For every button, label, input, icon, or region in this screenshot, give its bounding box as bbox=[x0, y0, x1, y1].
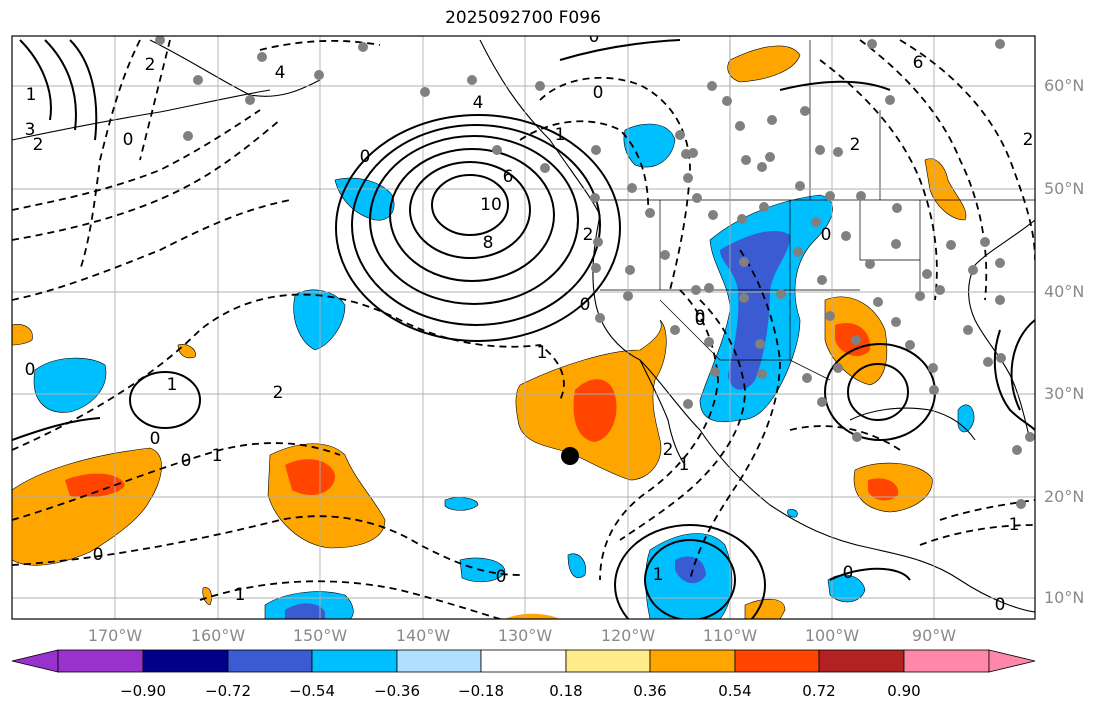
contour-label: 0 bbox=[360, 147, 371, 167]
contour-label: 0 bbox=[123, 130, 134, 150]
contour-label: 8 bbox=[483, 233, 494, 253]
negative-contours bbox=[12, 39, 1035, 619]
contour-label: 2 bbox=[850, 135, 861, 155]
figure-title: 2025092700 F096 bbox=[445, 8, 601, 28]
longitude-label: 110°W bbox=[702, 626, 758, 645]
longitude-label: 90°W bbox=[911, 626, 957, 645]
latitude-label: 40°N bbox=[1044, 282, 1085, 301]
contour-label: 0 bbox=[580, 295, 591, 315]
contour-label: 2 bbox=[583, 225, 594, 245]
colorbar-segment bbox=[142, 649, 229, 673]
colorbar-segment bbox=[565, 649, 651, 673]
longitude-label: 150°W bbox=[292, 626, 348, 645]
colorbar-tick-label: 0.18 bbox=[549, 682, 583, 700]
contour-label: 0 bbox=[821, 225, 832, 245]
contour-label: 2 bbox=[273, 383, 284, 403]
contour-label: 0 bbox=[181, 451, 192, 471]
contour-label: 0 bbox=[93, 545, 104, 565]
colorbar-tick-label: −0.72 bbox=[205, 682, 251, 700]
graticule bbox=[12, 36, 1035, 619]
colorbar-segment bbox=[649, 649, 736, 673]
contour-label: 3 bbox=[25, 120, 36, 140]
contour-label: 1 bbox=[537, 343, 548, 363]
contour-label: 1 bbox=[26, 85, 37, 105]
contour-label: 2 bbox=[145, 55, 156, 75]
contour-label: 0 bbox=[589, 27, 600, 47]
colorbar-segment bbox=[734, 649, 820, 673]
contour-label: 6 bbox=[503, 167, 514, 187]
contour-label: 2 bbox=[663, 440, 674, 460]
contour-label: 0 bbox=[995, 595, 1006, 615]
colorbar-tick-label: −0.36 bbox=[374, 682, 420, 700]
colorbar-tick-label: 0.36 bbox=[633, 682, 667, 700]
colorbar-tick-label: 0.54 bbox=[718, 682, 752, 700]
colorbar bbox=[11, 649, 1036, 673]
longitude-label: 130°W bbox=[497, 626, 553, 645]
colorbar-segment bbox=[57, 649, 144, 673]
contour-label: 6 bbox=[913, 53, 924, 73]
station-markers bbox=[155, 36, 1035, 509]
colorbar-tick-label: −0.54 bbox=[289, 682, 335, 700]
colorbar-segment bbox=[227, 649, 313, 673]
longitude-label: 170°W bbox=[87, 626, 143, 645]
contour-label: 0 bbox=[150, 429, 161, 449]
coastlines bbox=[12, 39, 1035, 613]
contour-label: 2 bbox=[1023, 130, 1034, 150]
longitude-label: 160°W bbox=[190, 626, 246, 645]
colorbar-extend-high bbox=[988, 649, 1036, 673]
positive-anomaly-fills bbox=[12, 45, 967, 619]
colorbar-extend-low bbox=[11, 649, 59, 673]
colorbar-segment bbox=[396, 649, 482, 673]
colorbar-tick-label: 0.90 bbox=[887, 682, 921, 700]
contour-label: 0 bbox=[695, 310, 706, 330]
latitude-label: 10°N bbox=[1044, 588, 1085, 607]
contour-label: 0 bbox=[25, 360, 36, 380]
contour-label: 1 bbox=[679, 455, 690, 475]
contour-label: 10 bbox=[480, 195, 502, 215]
colorbar-segment bbox=[480, 649, 567, 673]
latitude-label: 20°N bbox=[1044, 487, 1085, 506]
positive-contours bbox=[12, 39, 1035, 619]
contour-label: 0 bbox=[593, 83, 604, 103]
map-frame bbox=[11, 35, 1036, 620]
colorbar-tick-label: 0.72 bbox=[802, 682, 836, 700]
contour-labels: 10 8 6 4 2 0 0 0 1 1 0 0 0 2 1 1 0 2 1 0… bbox=[25, 27, 1034, 615]
contour-label: 1 bbox=[555, 125, 566, 145]
contour-label: 1 bbox=[167, 375, 178, 395]
colorbar-segment bbox=[311, 649, 398, 673]
longitude-label: 120°W bbox=[600, 626, 656, 645]
longitude-label: 100°W bbox=[804, 626, 860, 645]
contour-label: 1 bbox=[212, 446, 223, 466]
latitude-label: 30°N bbox=[1044, 384, 1085, 403]
contour-label: 0 bbox=[695, 307, 706, 327]
latitude-label: 60°N bbox=[1044, 76, 1085, 95]
longitude-label: 140°W bbox=[395, 626, 451, 645]
latitude-label: 50°N bbox=[1044, 179, 1085, 198]
contour-label: 1 bbox=[235, 585, 246, 605]
storm-position-marker bbox=[561, 447, 579, 465]
contour-label: 0 bbox=[496, 567, 507, 587]
contour-label: 4 bbox=[473, 93, 484, 113]
contour-label: 1 bbox=[653, 565, 664, 585]
contour-label: 4 bbox=[275, 63, 286, 83]
colorbar-tick-label: −0.90 bbox=[120, 682, 166, 700]
contour-label: 0 bbox=[843, 563, 854, 583]
colorbar-segment bbox=[818, 649, 905, 673]
colorbar-tick-label: −0.18 bbox=[458, 682, 504, 700]
colorbar-segment bbox=[903, 649, 990, 673]
contour-label: 1 bbox=[1009, 515, 1020, 535]
contour-label: 2 bbox=[33, 135, 44, 155]
